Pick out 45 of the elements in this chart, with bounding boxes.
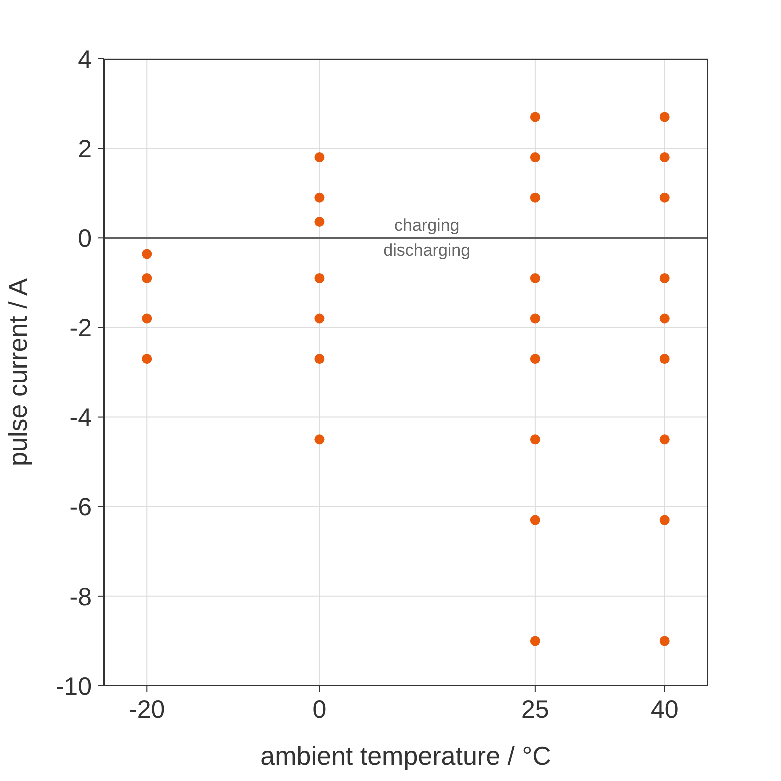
point	[530, 152, 540, 163]
annotation: charging	[394, 216, 460, 236]
point	[660, 112, 670, 122]
y-tick-label: 4	[78, 46, 92, 74]
point	[530, 192, 540, 203]
point	[660, 636, 670, 646]
y-tick-label: 2	[78, 135, 92, 164]
point	[530, 314, 540, 324]
y-tick-label: -6	[70, 494, 92, 522]
point	[314, 192, 325, 203]
point	[314, 354, 325, 364]
point	[530, 354, 540, 364]
x-axis-title: ambient temperature / °C	[260, 741, 552, 771]
y-tick-label: 0	[78, 225, 92, 254]
point	[142, 249, 152, 260]
point	[530, 112, 540, 122]
point	[314, 273, 325, 284]
point	[530, 515, 540, 526]
x-tick-label: -20	[129, 696, 166, 724]
annotation: discharging	[384, 241, 471, 262]
point	[530, 636, 540, 646]
y-tick-label: -8	[70, 583, 92, 612]
y-tick-label: -10	[56, 672, 92, 701]
point	[530, 434, 540, 445]
y-tick-label: -2	[70, 314, 92, 343]
y-axis-title: pulse current / A	[3, 278, 34, 466]
point	[660, 273, 670, 284]
point	[314, 152, 325, 163]
point	[142, 354, 152, 364]
point	[660, 152, 670, 163]
point	[660, 354, 670, 364]
x-tick-label: 40	[650, 696, 679, 724]
y-tick-label: -4	[70, 404, 92, 432]
point	[660, 515, 670, 526]
point	[530, 273, 540, 284]
point	[314, 217, 325, 228]
point	[660, 314, 670, 324]
point	[660, 434, 670, 445]
point	[660, 192, 670, 203]
point	[142, 314, 152, 324]
x-tick-label: 0	[312, 696, 327, 724]
point	[314, 434, 325, 445]
x-tick-label: 25	[522, 696, 550, 724]
point	[142, 273, 152, 284]
point	[314, 314, 325, 324]
